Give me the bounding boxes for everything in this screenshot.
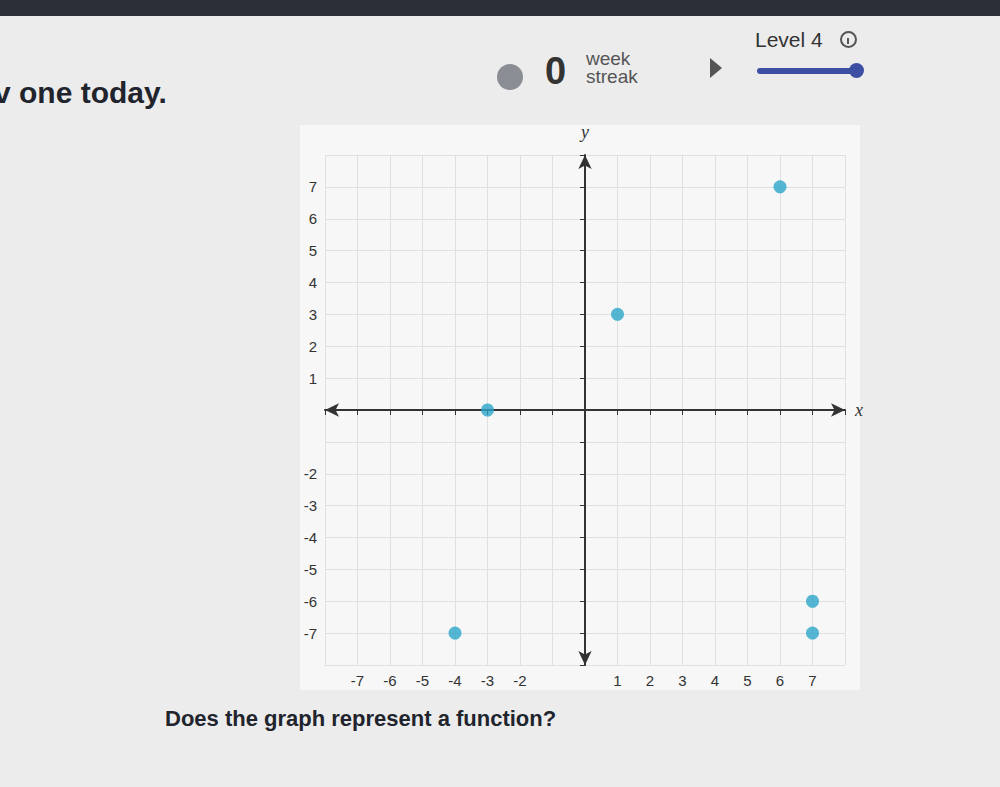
svg-text:-7: -7 <box>351 672 364 689</box>
svg-text:-3: -3 <box>304 497 317 514</box>
svg-text:x: x <box>854 400 863 420</box>
svg-text:6: 6 <box>309 210 317 227</box>
html-text:Level 4: Level 4 <box>755 28 823 51</box>
html-text:week: week <box>586 48 631 69</box>
svg-text:-4: -4 <box>304 529 317 546</box>
svg-text:-5: -5 <box>304 561 317 578</box>
svg-text:4: 4 <box>711 672 719 689</box>
html-text:streak: streak <box>586 66 638 87</box>
html-text:0: 0 <box>545 50 567 92</box>
svg-text:3: 3 <box>309 306 317 323</box>
svg-text:-4: -4 <box>448 672 461 689</box>
html-text:Does the graph represent a fun: Does the graph represent a function? <box>165 706 557 731</box>
svg-text:-7: -7 <box>304 625 317 642</box>
svg-text:-2: -2 <box>304 465 317 482</box>
svg-text:y: y <box>579 122 589 142</box>
svg-text:6: 6 <box>776 672 784 689</box>
svg-text:1: 1 <box>309 370 317 387</box>
svg-text:7: 7 <box>808 672 816 689</box>
svg-text:-6: -6 <box>383 672 396 689</box>
svg-text:-3: -3 <box>481 672 494 689</box>
svg-text:3: 3 <box>678 672 686 689</box>
svg-text:1: 1 <box>613 672 621 689</box>
svg-text:7: 7 <box>309 178 317 195</box>
svg-text:-5: -5 <box>416 672 429 689</box>
svg-text:-6: -6 <box>304 593 317 610</box>
svg-text:-2: -2 <box>513 672 526 689</box>
svg-text:5: 5 <box>309 242 317 259</box>
svg-text:5: 5 <box>743 672 751 689</box>
svg-text:4: 4 <box>309 274 317 291</box>
svg-text:2: 2 <box>646 672 654 689</box>
svg-text:2: 2 <box>309 338 317 355</box>
